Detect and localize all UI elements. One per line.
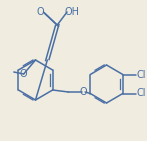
Text: O: O xyxy=(37,7,44,17)
Text: Cl: Cl xyxy=(137,89,146,99)
Text: OH: OH xyxy=(65,7,80,17)
Text: O: O xyxy=(79,87,87,97)
Text: O: O xyxy=(20,69,27,79)
Text: Cl: Cl xyxy=(137,70,146,80)
